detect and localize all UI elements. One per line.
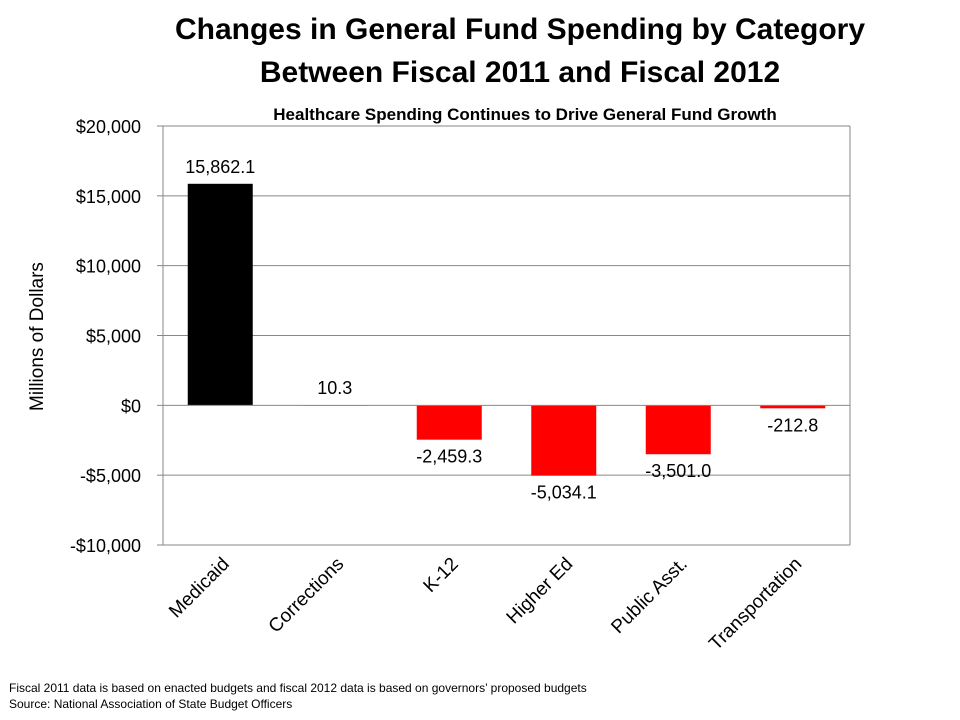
- data-label: 10.3: [317, 378, 352, 398]
- data-label: 15,862.1: [185, 157, 255, 177]
- chart-subtitle: Healthcare Spending Continues to Drive G…: [273, 105, 777, 124]
- bar-transportation: [760, 405, 826, 409]
- y-tick-label: -$5,000: [80, 466, 141, 486]
- y-tick-label: $10,000: [76, 257, 141, 277]
- category-label: Higher Ed: [503, 554, 578, 629]
- footnote-source: Source: National Association of State Bu…: [9, 697, 293, 711]
- chart-title: Changes in General Fund Spending by Cate…: [120, 8, 920, 94]
- data-label: -2,459.3: [416, 447, 482, 467]
- y-tick-label: $20,000: [76, 117, 141, 137]
- y-tick-label: -$10,000: [70, 536, 141, 556]
- y-tick-label: $5,000: [86, 327, 141, 347]
- category-label: Public Asst.: [607, 554, 691, 638]
- data-label: -5,034.1: [531, 483, 597, 503]
- chart-title-line-2: Between Fiscal 2011 and Fiscal 2012: [259, 56, 781, 89]
- bar-medicaid: [187, 183, 253, 406]
- y-axis-label: Millions of Dollars: [27, 262, 48, 411]
- data-label: -3,501.0: [645, 461, 711, 481]
- data-label: -212.8: [767, 415, 818, 435]
- y-tick-label: $0: [121, 396, 141, 416]
- category-label: Medicaid: [165, 554, 234, 623]
- axes: [157, 125, 851, 546]
- bar-higher-ed: [531, 405, 597, 476]
- footnotes: Fiscal 2011 data is based on enacted bud…: [9, 680, 587, 712]
- gridlines: [163, 125, 850, 546]
- labels: $20,000 $15,000 $10,000 $5,000 $0 -$5,000 -$10…: [27, 117, 818, 655]
- y-tick-label: $15,000: [76, 187, 141, 207]
- category-label: Corrections: [265, 554, 349, 638]
- footnote-note: Fiscal 2011 data is based on enacted bud…: [9, 681, 587, 695]
- category-label: Transportation: [705, 554, 806, 655]
- chart-title-line-1: Changes in General Fund Spending by Cate…: [174, 13, 866, 46]
- bar-public-asst: [645, 405, 711, 455]
- bar-k-12: [416, 405, 482, 440]
- category-label: K-12: [420, 554, 463, 597]
- bars: [187, 183, 826, 476]
